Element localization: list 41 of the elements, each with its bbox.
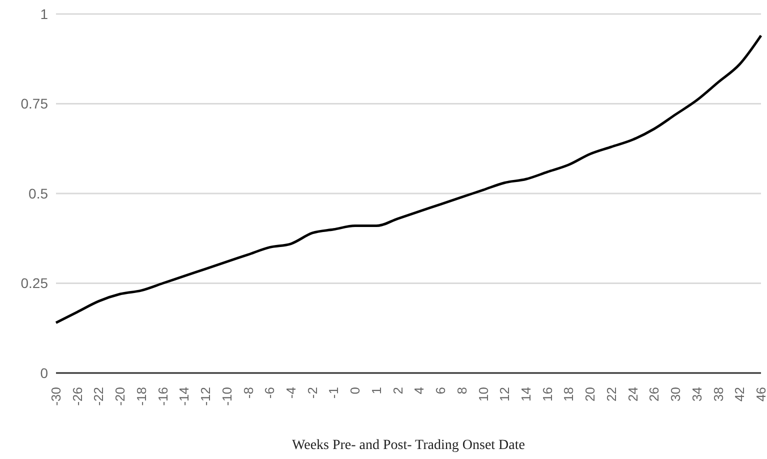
x-tick-label: 42 bbox=[732, 387, 748, 402]
y-tick-label: 0.5 bbox=[28, 185, 48, 202]
x-tick-label: -22 bbox=[91, 387, 106, 406]
x-tick-label: -16 bbox=[155, 387, 170, 406]
x-tick-label: -18 bbox=[134, 387, 149, 406]
x-tick-label: -6 bbox=[262, 387, 278, 399]
x-tick-label: 38 bbox=[710, 387, 726, 402]
x-tick-label: -30 bbox=[48, 387, 64, 406]
x-tick-label: -8 bbox=[240, 387, 256, 399]
x-tick-label: 2 bbox=[390, 387, 406, 394]
x-tick-label: 14 bbox=[518, 387, 534, 402]
x-tick-label: 16 bbox=[540, 387, 555, 402]
x-tick-label: 0 bbox=[348, 387, 363, 394]
x-tick-label: -26 bbox=[70, 387, 85, 406]
x-tick-label: -10 bbox=[219, 387, 234, 406]
x-tick-label: 18 bbox=[561, 387, 576, 402]
x-tick-label: 4 bbox=[412, 387, 427, 394]
x-tick-label: 10 bbox=[476, 387, 491, 402]
line-series bbox=[54, 34, 762, 324]
x-tick-label: -14 bbox=[176, 387, 192, 406]
x-axis-title: Weeks Pre- and Post- Trading Onset Date bbox=[292, 438, 525, 453]
x-tick-label: -4 bbox=[284, 387, 298, 399]
y-tick-label: 1 bbox=[40, 6, 48, 22]
x-tick-label: -1 bbox=[326, 387, 342, 399]
x-tick-label: 20 bbox=[582, 387, 598, 402]
x-tick-label: 8 bbox=[454, 387, 470, 394]
x-tick-label: -20 bbox=[112, 387, 128, 406]
x-tick-label: 12 bbox=[497, 387, 512, 402]
x-tick-label: 24 bbox=[625, 387, 640, 402]
y-tick-label: 0.25 bbox=[20, 275, 48, 292]
x-tick-label: 1 bbox=[368, 387, 384, 394]
x-tick-label: 22 bbox=[604, 387, 619, 402]
y-tick-label: 0 bbox=[40, 364, 48, 381]
y-tick-label: 0.75 bbox=[20, 96, 48, 112]
x-tick-label: -12 bbox=[198, 387, 214, 406]
x-tick-label: 30 bbox=[668, 387, 684, 402]
x-tick-label: 6 bbox=[433, 387, 448, 394]
x-tick-label: 26 bbox=[646, 387, 662, 402]
x-tick-label: 46 bbox=[754, 387, 767, 402]
x-tick-label: -2 bbox=[304, 387, 320, 399]
x-tick-label: 34 bbox=[689, 387, 704, 402]
